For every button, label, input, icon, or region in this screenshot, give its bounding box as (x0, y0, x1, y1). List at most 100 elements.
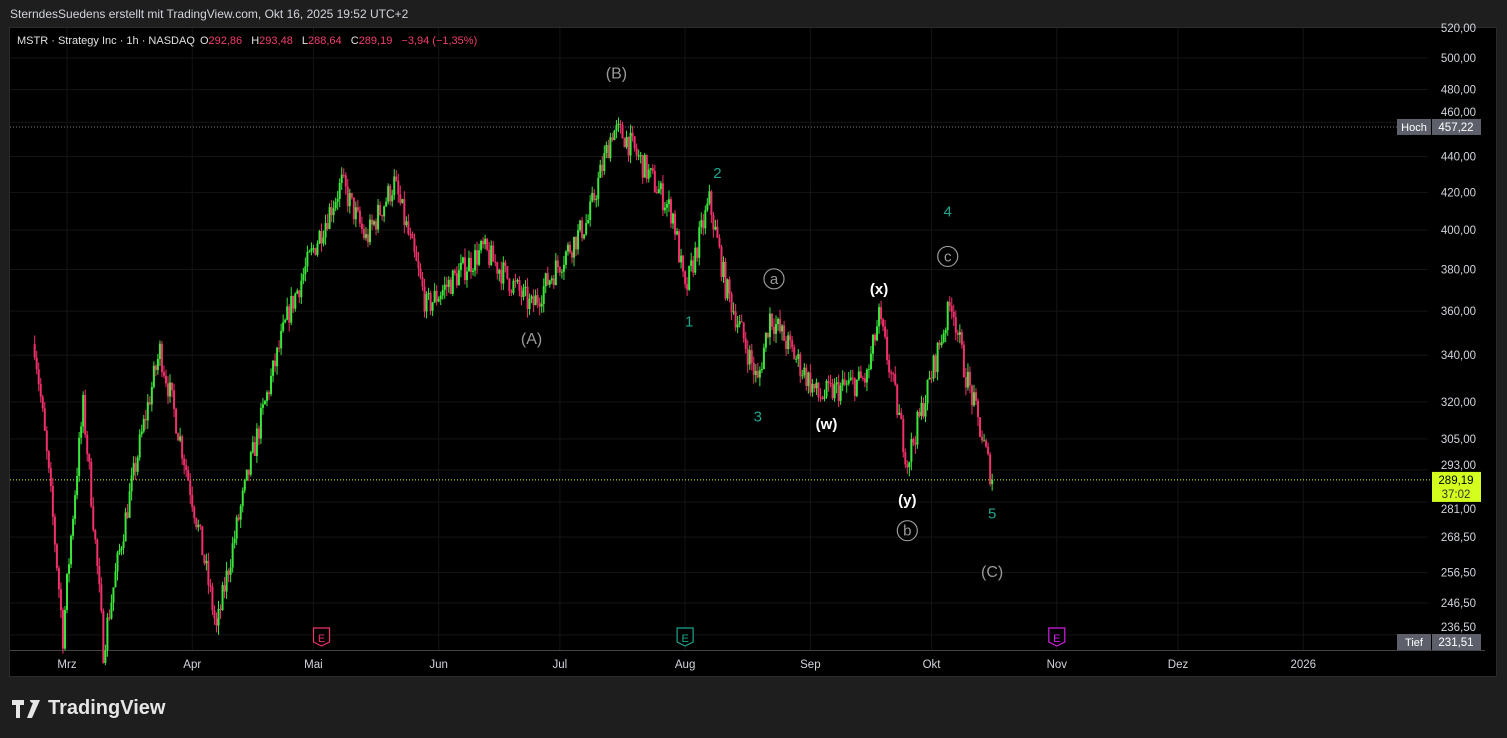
candle-down (734, 311, 737, 328)
candle-down (890, 372, 893, 374)
candle-up (649, 168, 652, 170)
candle-down (500, 269, 503, 284)
candle-down (791, 340, 794, 348)
candle-down (526, 286, 529, 310)
candle-up (82, 394, 85, 427)
price-axis-tick: 268,50 (1441, 532, 1476, 544)
candle-up (928, 377, 931, 380)
candle-up (318, 231, 321, 244)
candle-up (857, 371, 860, 380)
candle-up (738, 321, 741, 325)
price-axis-tick: 281,00 (1441, 504, 1476, 516)
candle-down (819, 397, 822, 399)
candle-down (43, 408, 46, 431)
candle-down (102, 610, 105, 664)
candle-down (395, 176, 398, 181)
candle-down (171, 382, 174, 391)
candle-up (490, 245, 493, 265)
candle-up (401, 199, 404, 203)
candle-up (66, 573, 68, 610)
candle-up (958, 332, 961, 335)
candle-up (516, 279, 519, 282)
candle-down (593, 192, 596, 201)
symbol-title[interactable]: MSTR · Strategy Inc · 1h · NASDAQ (17, 35, 195, 47)
candle-up (825, 381, 828, 397)
candle-down (53, 516, 56, 545)
candle-down (894, 374, 897, 385)
candle-down (728, 279, 731, 294)
candle-up (255, 428, 258, 456)
earnings-event-label: E (318, 633, 325, 645)
candle-up (647, 169, 650, 179)
candle-down (756, 370, 759, 378)
candle-up (700, 220, 703, 228)
candle-up (659, 183, 662, 190)
candle-down (710, 191, 713, 216)
open-value: 292,86 (208, 35, 243, 47)
candle-down (453, 270, 456, 274)
chart-frame[interactable] (9, 27, 1497, 677)
candle-up (597, 177, 600, 199)
candle-down (655, 192, 658, 194)
candle-up (286, 306, 289, 320)
tradingview-logo[interactable]: TradingView (12, 697, 165, 720)
candle-down (352, 197, 355, 220)
candle-down (108, 617, 111, 619)
candle-down (752, 362, 755, 375)
candle-down (981, 436, 984, 441)
candle-down (183, 458, 186, 466)
candle-down (403, 199, 406, 226)
candle-down (964, 377, 967, 388)
candle-down (744, 338, 747, 350)
candle-down (470, 257, 472, 272)
candle-down (720, 246, 723, 277)
candle-up (104, 650, 107, 664)
candle-up (306, 252, 309, 267)
candle-up (259, 407, 262, 439)
candle-up (708, 191, 711, 204)
candle-up (540, 304, 543, 307)
high-marker-label: Hoch (1401, 122, 1427, 134)
candle-up (758, 370, 761, 378)
candle-down (148, 402, 151, 405)
candle-up (680, 255, 683, 263)
candle-up (665, 203, 668, 208)
candle-down (692, 260, 695, 273)
candle-up (579, 220, 582, 231)
candle-up (566, 244, 569, 252)
candle-up (871, 334, 874, 354)
candle-up (876, 326, 879, 341)
candle-down (423, 286, 426, 312)
candle-down (712, 215, 715, 230)
candle-down (37, 369, 40, 385)
candle-down (41, 396, 44, 409)
time-axis-tick: Jul (553, 659, 568, 671)
candle-up (304, 266, 307, 275)
candle-down (455, 273, 458, 286)
candle-up (706, 203, 709, 211)
candle-down (207, 560, 210, 586)
candle-down (623, 138, 626, 148)
candle-up (940, 342, 943, 346)
candle-up (270, 375, 273, 395)
candle-up (76, 476, 79, 496)
candle-down (320, 231, 323, 244)
candle-up (781, 325, 784, 332)
candle-down (486, 238, 489, 250)
candle-up (936, 342, 939, 373)
low-marker-label: Tief (1405, 637, 1424, 649)
wave-label: b (903, 523, 911, 540)
candle-down (799, 354, 802, 376)
candle-up (736, 324, 739, 328)
candle-down (375, 221, 378, 230)
candle-up (241, 490, 244, 507)
candle-up (920, 402, 923, 416)
candle-down (199, 524, 202, 527)
price-axis-tick: 246,50 (1441, 598, 1476, 610)
candle-up (387, 185, 390, 202)
candle-up (775, 324, 778, 334)
candle-down (45, 430, 48, 452)
candle-up (284, 319, 287, 323)
candle-down (350, 193, 353, 198)
